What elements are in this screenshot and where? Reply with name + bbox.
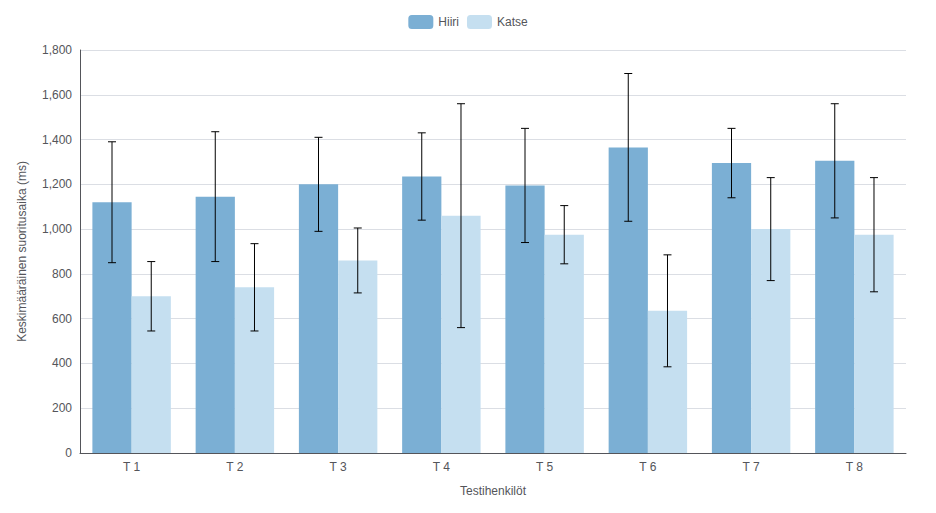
- svg-text:800: 800: [52, 267, 72, 281]
- svg-text:T 1: T 1: [123, 460, 140, 474]
- svg-text:T 8: T 8: [846, 460, 863, 474]
- svg-text:1,000: 1,000: [42, 222, 72, 236]
- svg-text:1,400: 1,400: [42, 133, 72, 147]
- svg-text:T 6: T 6: [639, 460, 656, 474]
- svg-text:Testihenkilöt: Testihenkilöt: [460, 484, 527, 498]
- svg-text:1,600: 1,600: [42, 88, 72, 102]
- svg-text:T 4: T 4: [433, 460, 450, 474]
- svg-text:400: 400: [52, 356, 72, 370]
- svg-text:Katse: Katse: [497, 15, 528, 29]
- svg-text:200: 200: [52, 401, 72, 415]
- svg-text:T 3: T 3: [330, 460, 347, 474]
- svg-text:T 2: T 2: [226, 460, 243, 474]
- svg-text:T 7: T 7: [743, 460, 760, 474]
- svg-text:T 5: T 5: [536, 460, 553, 474]
- svg-text:600: 600: [52, 312, 72, 326]
- svg-text:0: 0: [65, 446, 72, 460]
- svg-text:Hiiri: Hiiri: [438, 15, 459, 29]
- svg-text:1,800: 1,800: [42, 43, 72, 57]
- svg-text:1,200: 1,200: [42, 177, 72, 191]
- svg-text:Keskimääräinen suoritusaika (m: Keskimääräinen suoritusaika (ms): [15, 161, 29, 342]
